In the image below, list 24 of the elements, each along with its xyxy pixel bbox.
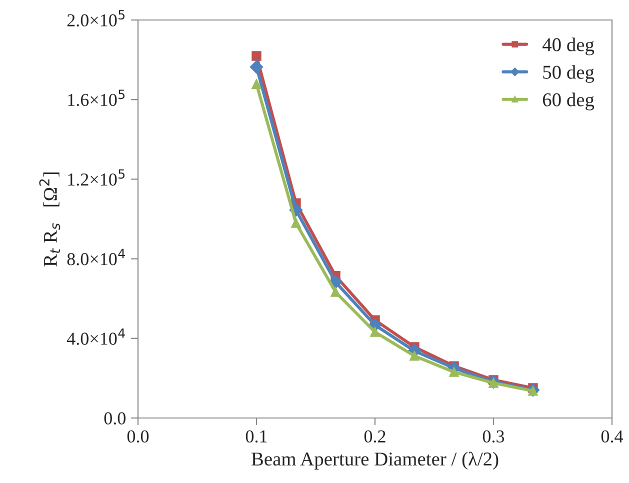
point	[330, 287, 340, 297]
y-tick-label: 8.0×10$^{4}$	[67, 248, 125, 266]
x-tick-label: 0.1	[246, 430, 267, 443]
x-tick-label: 0.3	[482, 430, 504, 443]
point	[370, 327, 380, 337]
legend-label: 40 deg	[542, 38, 594, 56]
y-tick-label: 4.0×10$^{4}$	[66, 328, 125, 345]
y-tick-label: 1.2×10$^{5}$	[68, 169, 125, 186]
legend-label: 60 deg	[542, 92, 594, 110]
y-tick-label: 2.0×10$^{5}$	[67, 10, 125, 27]
text: R$_{t}$ R$_{s}$ [Ω$^{2}$]	[39, 172, 60, 266]
y-tick-label: 0.0	[104, 412, 126, 425]
point	[250, 60, 264, 74]
point	[410, 351, 420, 361]
x-axis-title: Beam Aperture Diameter / (λ/2)	[252, 452, 498, 470]
legend-label: 50 deg	[543, 65, 594, 83]
x-tick-label: 0.4	[601, 430, 624, 443]
point	[291, 218, 301, 228]
point	[252, 79, 262, 89]
y-tick-label: 1.6×10$^{5}$	[68, 90, 125, 106]
x-tick-label: 0.0	[127, 430, 149, 443]
point	[449, 367, 459, 377]
x-tick-label: 0.2	[364, 430, 386, 443]
point	[252, 51, 262, 61]
